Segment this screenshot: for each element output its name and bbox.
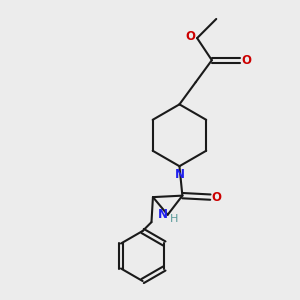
Text: O: O <box>241 54 251 67</box>
Text: N: N <box>158 208 168 221</box>
Text: N: N <box>174 168 184 181</box>
Text: O: O <box>212 190 222 204</box>
Text: H: H <box>170 214 178 224</box>
Text: O: O <box>186 30 196 43</box>
